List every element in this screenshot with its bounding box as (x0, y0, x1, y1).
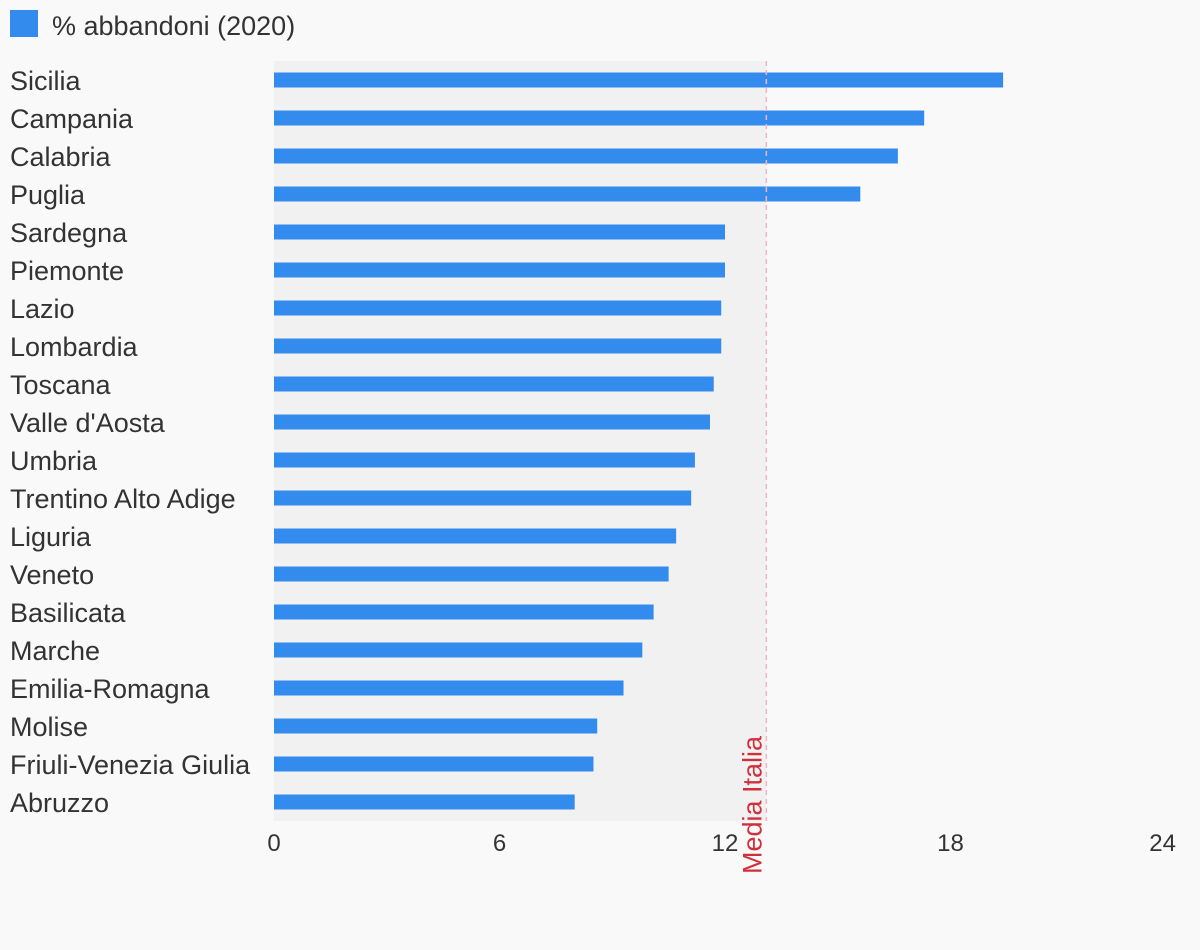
bar (274, 490, 692, 506)
x-tick-label: 6 (493, 830, 506, 857)
x-tick-label: 18 (937, 830, 964, 857)
category-label: Toscana (10, 370, 112, 400)
bar (274, 338, 722, 354)
bar (274, 262, 725, 278)
bar (274, 794, 575, 810)
bar (274, 528, 677, 544)
bar (274, 452, 695, 468)
category-label: Sardegna (10, 218, 128, 248)
category-label: Veneto (10, 560, 94, 590)
category-label: Abruzzo (10, 788, 109, 818)
x-tick-label: 0 (267, 830, 280, 857)
bar (274, 566, 669, 582)
category-label: Liguria (10, 522, 92, 552)
category-label: Piemonte (10, 256, 124, 286)
category-label: Puglia (10, 180, 86, 210)
category-label: Campania (10, 104, 134, 134)
reference-line-label: Media Italia (737, 735, 767, 874)
bar (274, 224, 725, 240)
category-label: Sicilia (10, 66, 82, 96)
category-label: Trentino Alto Adige (10, 484, 236, 514)
bar (274, 148, 898, 164)
bar (274, 604, 654, 620)
x-tick-label: 12 (712, 830, 739, 857)
bar (274, 72, 1004, 88)
category-label: Calabria (10, 142, 112, 172)
legend-swatch (10, 10, 38, 37)
bar (274, 680, 624, 696)
bar (274, 718, 598, 734)
shaded-region (274, 61, 767, 821)
bar (274, 186, 861, 202)
bar (274, 756, 594, 772)
bar (274, 110, 925, 126)
category-label: Lazio (10, 294, 75, 324)
category-label: Friuli-Venezia Giulia (10, 750, 251, 780)
x-tick-label: 24 (1149, 830, 1176, 857)
category-label: Umbria (10, 446, 98, 476)
category-label: Lombardia (10, 332, 139, 362)
category-label: Emilia-Romagna (10, 674, 211, 704)
legend-label: % abbandoni (2020) (52, 11, 296, 41)
category-label: Marche (10, 636, 100, 666)
bar (274, 642, 643, 658)
bar (274, 376, 714, 392)
category-label: Molise (10, 712, 88, 742)
bar (274, 300, 722, 316)
category-label: Valle d'Aosta (10, 408, 166, 438)
bar (274, 414, 710, 430)
category-label: Basilicata (10, 598, 127, 628)
